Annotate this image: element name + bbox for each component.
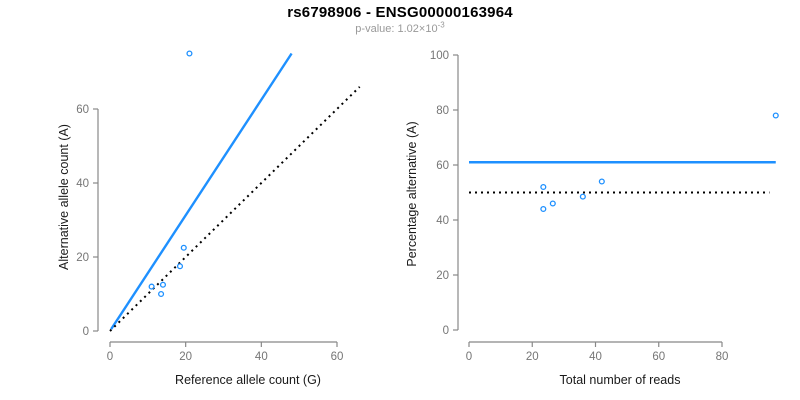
y-tick-label: 20	[436, 270, 449, 282]
data-point	[579, 193, 586, 200]
data-point	[148, 283, 155, 290]
data-point	[180, 244, 187, 251]
x-tick-label: 20	[526, 351, 539, 363]
data-point	[598, 178, 605, 185]
p-value-exponent: -3	[437, 20, 445, 30]
y-tick-label: 40	[436, 215, 449, 227]
x-tick-label: 0	[466, 351, 472, 363]
y-tick-label: 40	[76, 178, 89, 190]
x-axis-title: Total number of reads	[560, 373, 681, 387]
y-tick-label: 0	[83, 326, 89, 338]
data-point	[540, 205, 547, 213]
x-tick-label: 60	[652, 351, 665, 363]
x-tick-label: 80	[716, 351, 729, 363]
data-point	[540, 183, 547, 191]
y-tick-label: 60	[76, 104, 89, 116]
figure-title: rs6798906 - ENSG00000163964	[287, 4, 513, 21]
x-axis-title: Reference allele count (G)	[175, 373, 321, 387]
y-axis-title: Percentage alternative (A)	[405, 121, 419, 266]
data-point	[159, 281, 167, 288]
y-tick-label: 100	[430, 50, 449, 62]
data-point	[772, 112, 779, 119]
data-point	[186, 50, 193, 57]
y-tick-label: 0	[443, 325, 449, 337]
chart-percentage-vs-reads: 0 20 40 60 80 0 20 40 60 80 100 Total number of rea…	[405, 50, 779, 387]
fitted-ratio-line	[110, 52, 293, 330]
p-value-text: p-value: 1.02×10	[355, 23, 438, 35]
figure-subtitle: p-value: 1.02×10-3	[0, 20, 800, 35]
y-tick-label: 20	[76, 252, 89, 264]
x-tick-label: 20	[179, 351, 192, 363]
x-tick-label: 40	[589, 351, 602, 363]
x-tick-label: 0	[107, 351, 113, 363]
data-point	[176, 263, 184, 270]
x-tick-label: 60	[331, 351, 344, 363]
x-tick-label: 40	[255, 351, 268, 363]
y-axis-title: Alternative allele count (A)	[57, 124, 71, 270]
data-point	[158, 290, 165, 298]
data-point	[549, 200, 556, 207]
chart-allele-counts: 0 20 40 60 0 20 40 60 Reference allele count (G)…	[57, 50, 361, 387]
identity-line	[109, 86, 361, 332]
y-tick-label: 80	[436, 105, 449, 117]
y-tick-label: 60	[436, 160, 449, 172]
